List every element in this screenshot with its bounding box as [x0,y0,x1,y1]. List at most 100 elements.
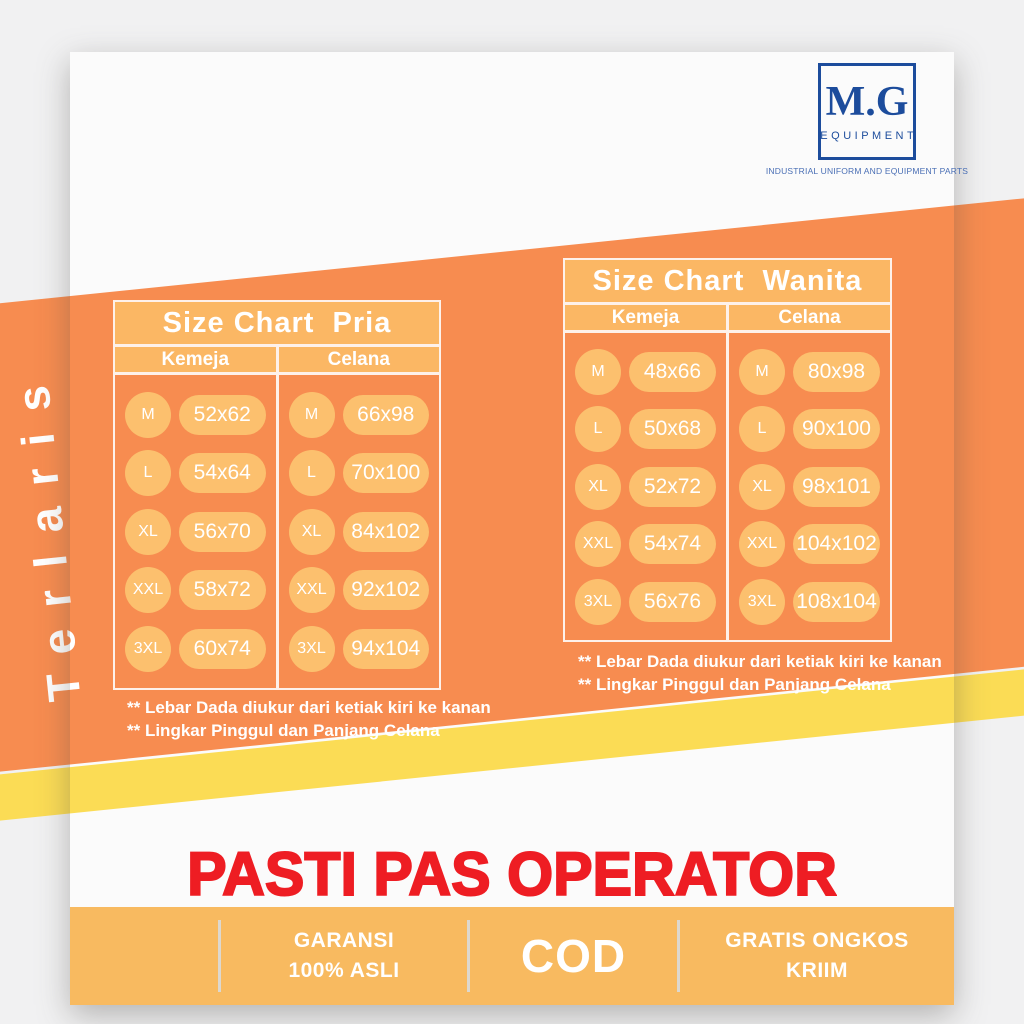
size-badge: XXL [739,521,785,567]
size-row: M 66x98 [279,391,440,438]
column-body: M 80x98 L 90x100 XL 98x101 XXL 104x102 3XL 108x10… [729,333,890,640]
footer-cell-label: GRATIS ONGKOS [725,929,909,952]
footer-cell-0 [70,907,218,1005]
size-row: XXL 54x74 [565,521,726,567]
brand-name: M.G [825,79,909,125]
footer-cell-label: COD [520,930,627,982]
size-badge: XXL [288,567,335,613]
size-value-pill: 98x101 [793,466,880,507]
size-value-pill: 66x98 [342,394,429,435]
size-value-pill: 104x102 [793,524,880,564]
size-chart-column-celana: Celana M 80x98 L 90x100 XL 98x101 XXL 104x102 3XL… [729,305,890,640]
size-row: 3XL 60x74 [115,625,276,672]
size-chart-pria: Size Chart Pria Kemeja M 52x62 L 54x64 XL 56x70… [113,300,441,690]
size-row: 3XL 94x104 [279,625,440,672]
size-badge: 3XL [288,625,335,672]
size-badge: L [125,450,171,496]
note-line: ** Lebar Dada diukur dari ketiak kiri ke… [127,698,491,717]
size-badge: XL [288,508,335,555]
size-badge: L [575,406,621,452]
footer-cell-3: GRATIS ONGKOS KRIIM [680,907,954,1005]
size-badge: XL [125,508,171,555]
size-row: XXL 104x102 [729,521,890,567]
size-value-pill: 92x102 [342,570,429,610]
headline: PASTI PAS OPERATOR [186,840,838,908]
footer-cell-label: 100% ASLI [288,959,400,982]
size-badge: M [125,391,171,438]
size-value-pill: 70x100 [342,453,429,493]
size-row: L 50x68 [565,406,726,452]
size-row: M 48x66 [565,348,726,395]
size-row: M 52x62 [115,391,276,438]
brand-department: EQUIPMENT [820,130,918,142]
size-value-pill: 84x102 [342,511,429,552]
size-row: XXL 58x72 [115,567,276,613]
size-chart-title: Size Chart Pria [115,302,439,344]
size-row: XXL 92x102 [279,567,440,613]
column-body: M 52x62 L 54x64 XL 56x70 XXL 58x72 3XL 60x74 [115,375,276,688]
column-body: M 48x66 L 50x68 XL 52x72 XXL 54x74 3XL 56x76 [565,333,726,640]
footer-cell-label: GARANSI [293,929,395,952]
size-row: XL 98x101 [729,463,890,510]
size-value-pill: 56x76 [629,581,716,622]
size-value-pill: 50x68 [629,409,716,449]
column-header: Celana [729,305,890,330]
size-value-pill: 48x66 [629,351,716,392]
size-chart-wanita: Size Chart Wanita Kemeja M 48x66 L 50x68 XL 52x… [563,258,892,642]
size-value-pill: 108x104 [793,581,880,622]
size-badge: L [739,406,785,452]
size-chart-pria-notes: ** Lebar Dada diukur dari ketiak kiri ke… [127,696,491,742]
column-header: Celana [278,347,439,372]
footer-bar: GARANSI 100% ASLI COD GRATIS ONGKOS KRIIM [70,907,954,1005]
size-value-pill: 52x62 [179,394,266,435]
note-line: ** Lingkar Pinggul dan Panjang Celana [578,675,891,694]
size-chart-columns: Kemeja M 48x66 L 50x68 XL 52x72 XXL 54x74 3XL 56x7… [565,305,890,640]
footer-cell-2: COD [470,907,677,1005]
terlaris-ribbon-label: Terlaris [4,361,91,704]
size-value-pill: 90x100 [793,409,880,449]
size-value-pill: 54x64 [179,453,266,493]
size-chart-column-celana: Celana M 66x98 L 70x100 XL 84x102 XXL 92x102 3XL 9… [278,347,440,688]
size-chart-title: Size Chart Wanita [565,260,890,302]
size-row: 3XL 56x76 [565,578,726,625]
size-badge: XXL [575,521,621,567]
size-badge: 3XL [125,625,171,672]
footer-cell-1: GARANSI 100% ASLI [221,907,467,1005]
size-row: M 80x98 [729,348,890,395]
brand-tagline: INDUSTRIAL UNIFORM AND EQUIPMENT PARTS [765,166,969,176]
column-header: Kemeja [115,347,276,372]
size-row: XL 52x72 [565,463,726,510]
footer-divider [218,920,221,992]
size-row: 3XL 108x104 [729,578,890,625]
size-badge: XL [575,463,621,510]
column-header: Kemeja [565,305,726,330]
size-badge: M [739,348,785,395]
size-chart-columns: Kemeja M 52x62 L 54x64 XL 56x70 XXL 58x72 3XL 60x7… [115,347,439,688]
size-badge: M [288,391,335,438]
note-line: ** Lingkar Pinggul dan Panjang Celana [127,721,440,740]
size-badge: XXL [125,567,171,613]
size-value-pill: 52x72 [629,466,716,507]
footer-divider [467,920,470,992]
footer-cell-label: KRIIM [786,959,848,982]
size-chart-column-kemeja: Kemeja M 48x66 L 50x68 XL 52x72 XXL 54x74 3XL 56x7… [565,305,726,640]
size-badge: M [575,348,621,395]
size-badge: XL [739,463,785,510]
brand-logo-box: M.G EQUIPMENT [818,63,916,160]
size-row: L 54x64 [115,450,276,496]
size-chart-column-kemeja: Kemeja M 52x62 L 54x64 XL 56x70 XXL 58x72 3XL 60x7… [115,347,276,688]
size-value-pill: 60x74 [179,628,266,669]
size-badge: 3XL [575,578,621,625]
column-body: M 66x98 L 70x100 XL 84x102 XXL 92x102 3XL 94x104 [278,375,440,688]
size-value-pill: 54x74 [629,524,716,564]
size-badge: L [288,450,335,496]
size-row: L 70x100 [279,450,440,496]
size-chart-wanita-notes: ** Lebar Dada diukur dari ketiak kiri ke… [578,650,942,696]
footer-divider [677,920,680,992]
size-value-pill: 58x72 [179,570,266,610]
size-row: XL 84x102 [279,508,440,555]
note-line: ** Lebar Dada diukur dari ketiak kiri ke… [578,652,942,671]
size-value-pill: 80x98 [793,351,880,392]
size-row: L 90x100 [729,406,890,452]
